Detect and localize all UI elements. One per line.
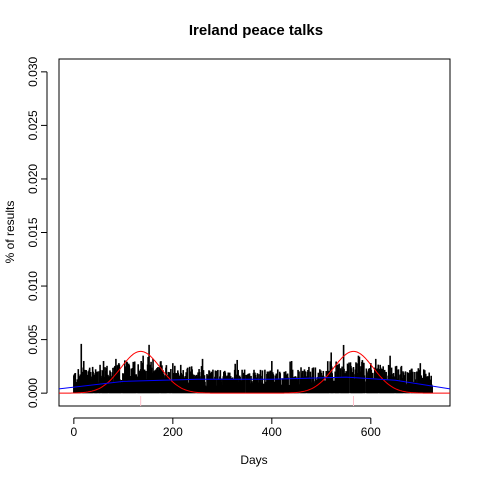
trend-line: [58, 376, 451, 390]
y-tick-label: 0.030: [26, 57, 40, 87]
y-tick-label: 0.010: [26, 271, 40, 301]
x-tick-label: 600: [361, 425, 381, 439]
bars-group: [73, 343, 433, 394]
x-tick-label: 0: [71, 425, 78, 439]
y-tick-label: 0.005: [26, 324, 40, 354]
peak-curve-line: [59, 350, 450, 394]
peak-curves-group: [59, 350, 450, 394]
x-tick-label: 400: [262, 425, 282, 439]
y-axis-label: % of results: [3, 201, 17, 264]
peak-markers-group: [140, 396, 354, 406]
y-tick-label: 0.025: [26, 110, 40, 140]
chart-title: Ireland peace talks: [189, 22, 323, 39]
axes-group: 0 200 400 600 0.000 0.005 0.010 0.015 0.020 0.025…: [26, 57, 381, 439]
x-axis-label: Days: [240, 453, 267, 467]
y-tick-label: 0.020: [26, 164, 40, 194]
y-tick-label: 0.015: [26, 217, 40, 247]
trend-group: [58, 376, 451, 390]
plot-frame: [58, 58, 451, 407]
x-tick-label: 200: [163, 425, 183, 439]
y-tick-label: 0.000: [26, 378, 40, 408]
